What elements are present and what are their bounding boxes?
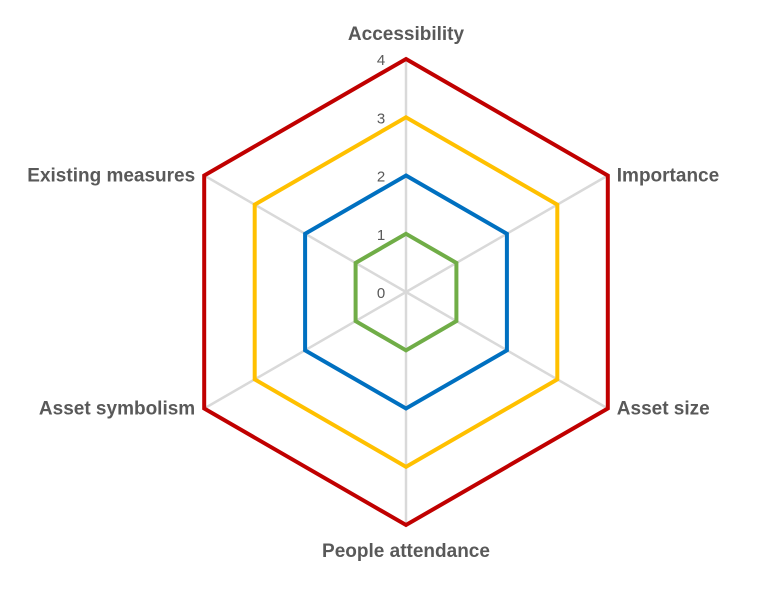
axis-label-asset-size: Asset size: [617, 399, 710, 420]
tick-label-0: 0: [377, 285, 385, 302]
tick-label-4: 4: [377, 52, 385, 69]
radar-series: [202, 56, 610, 528]
axis-label-existing-measures: Existing measures: [27, 166, 195, 187]
tick-label-1: 1: [377, 227, 385, 244]
radar-tick-labels: 0 1 2 3 4: [377, 52, 385, 302]
series-line-2: [252, 114, 560, 470]
tick-label-3: 3: [377, 110, 385, 127]
radar-axis-labels: Accessibility Importance Asset size People …: [27, 24, 719, 562]
axis-label-importance: Importance: [617, 166, 719, 187]
radar-spokes: [203, 59, 609, 525]
tick-label-2: 2: [377, 169, 385, 186]
axis-label-people-attendance: People attendance: [322, 541, 490, 562]
axis-label-asset-symbolism: Asset symbolism: [39, 399, 195, 420]
series-line-4: [353, 231, 459, 353]
series-line-1: [202, 56, 610, 528]
axis-label-accessibility: Accessibility: [348, 24, 465, 45]
series-line-3: [303, 173, 509, 411]
